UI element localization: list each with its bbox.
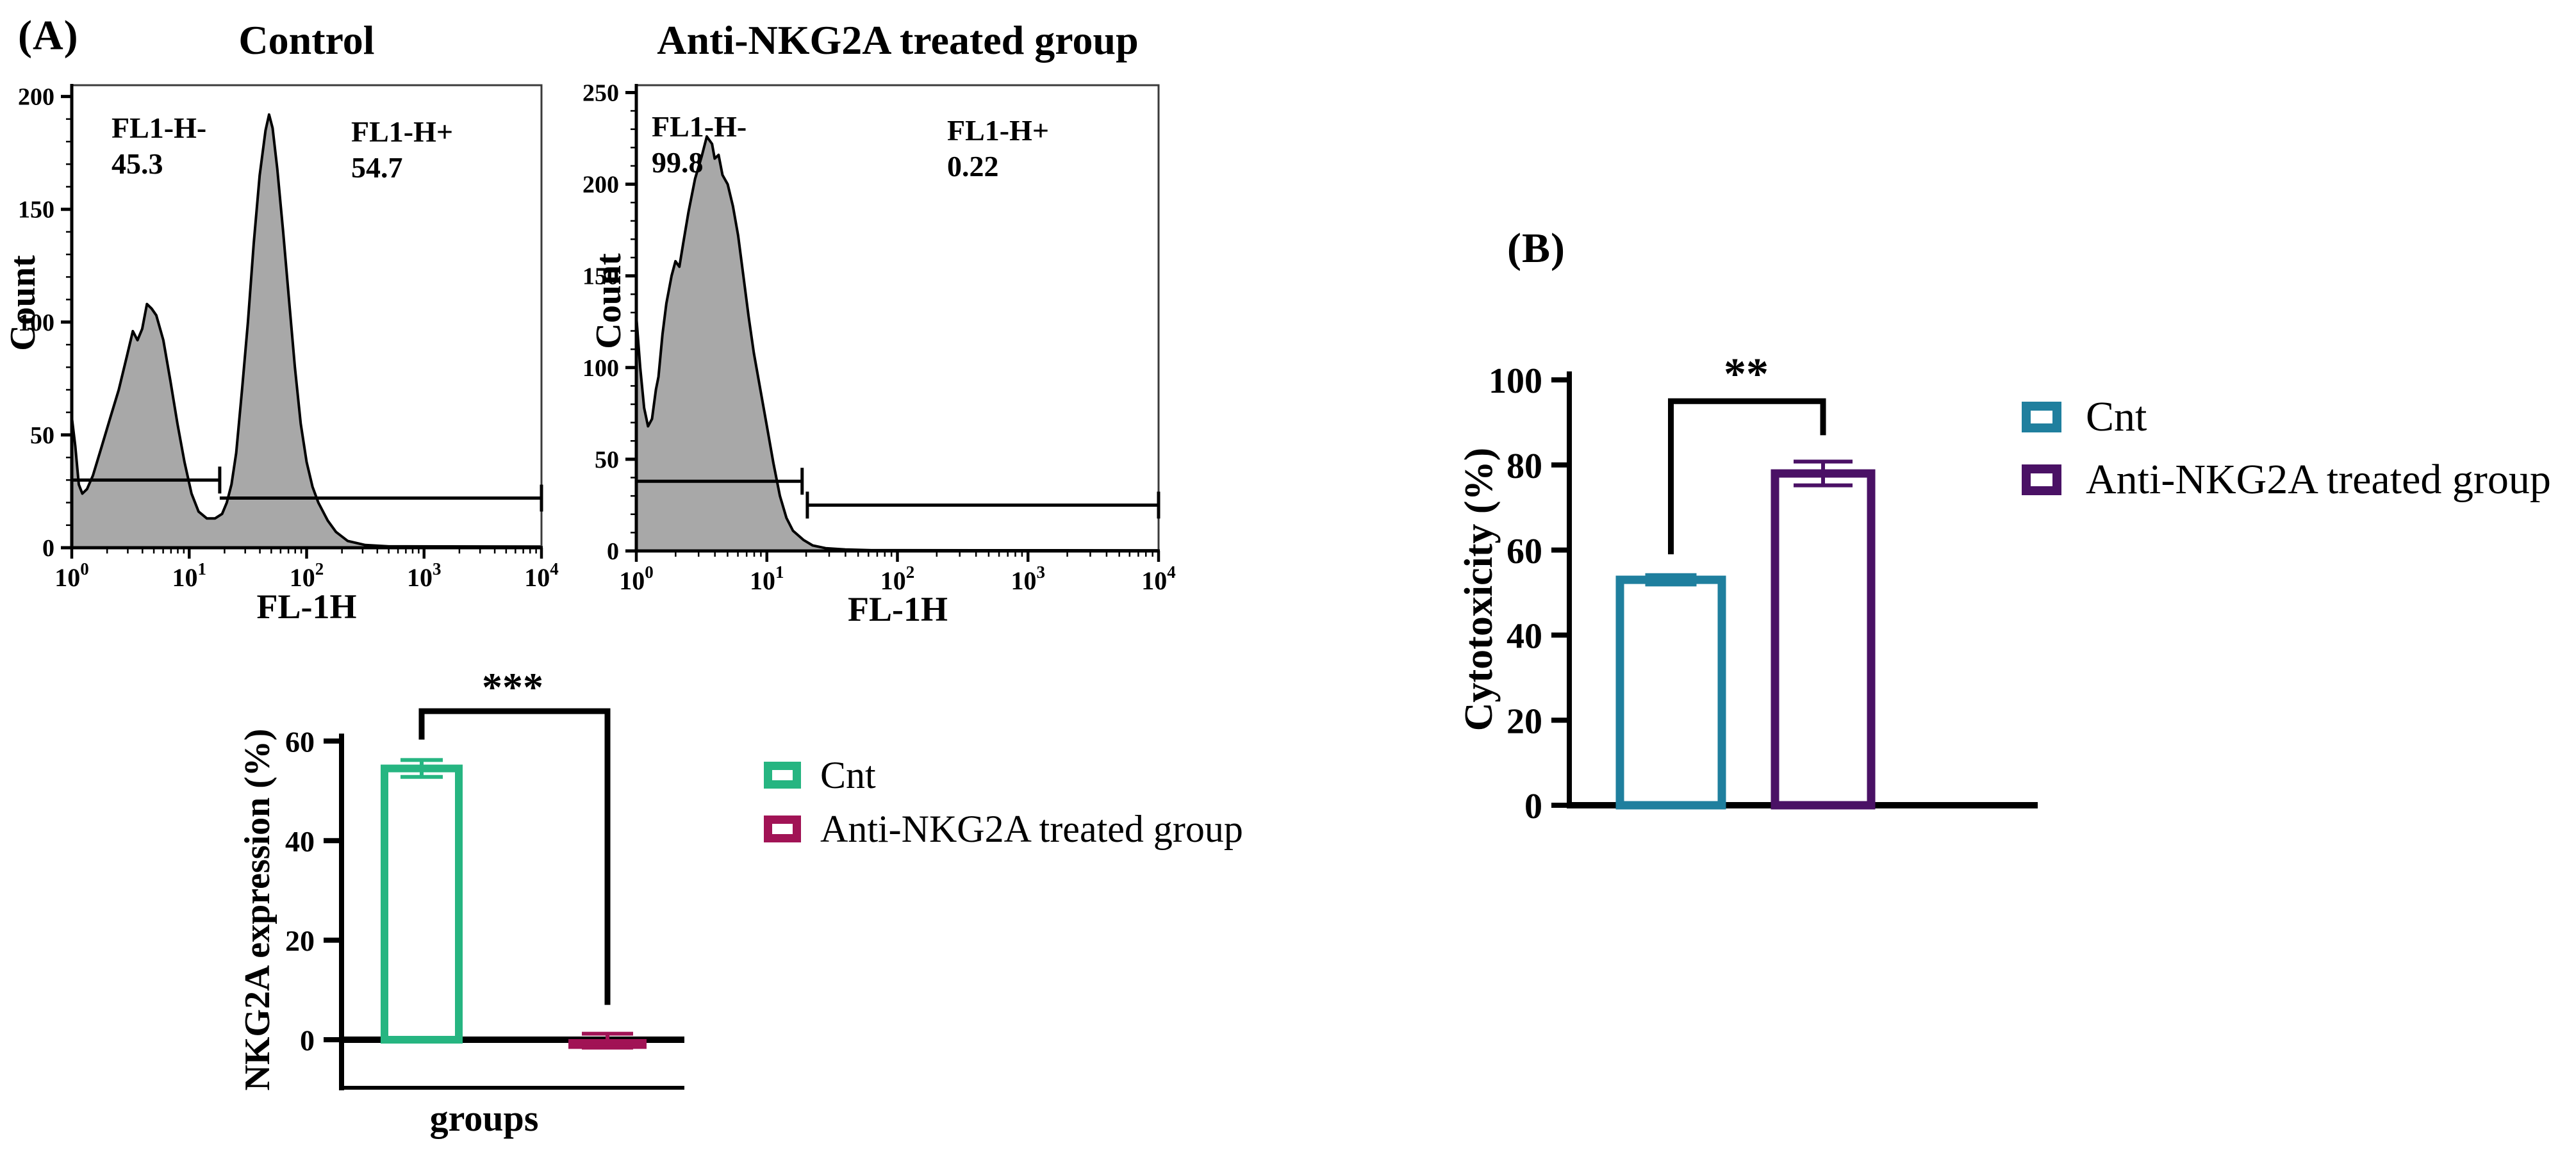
gate-annotation-label: FL1-H+ [947,114,1050,147]
y-tick-label: 60 [285,725,315,758]
cytotoxicity-y-axis-label: Cytotoxicity (%) [1457,447,1501,732]
gate-annotation-negative: FL1-H- 45.3 [111,110,206,182]
hist-treated-title: Anti-NKG2A treated group [657,17,1139,63]
histogram-area [72,114,541,548]
gate-annotation-positive: FL1-H+ 0.22 [947,113,1049,184]
bar [1771,469,1876,810]
y-tick-label: 100 [582,355,619,382]
gate-annotation-value: 45.3 [111,147,163,181]
legend-item-treated: Anti-NKG2A treated group [764,802,1243,856]
y-tick-label: 200 [18,84,54,111]
bar [381,764,463,1044]
y-tick-label: 50 [595,447,619,473]
nkg2a-bar-y-axis-label: NKG2A expression (%) [238,728,277,1091]
legend-label: Anti-NKG2A treated group [2086,456,2551,503]
y-tick-label: 0 [42,535,54,562]
hist-control-title: Control [238,17,375,63]
cytotoxicity-bar-chart-plot: 0 20 40 60 80 100 [1489,361,2038,826]
gate-annotation-label: FL1-H+ [351,115,454,148]
y-tick-label: 60 [1507,532,1542,571]
gate-annotation-label: FL1-H- [652,110,747,143]
y-tick-label: 40 [1507,617,1542,657]
panel-b-label: (B) [1507,225,1565,272]
legend-label: Cnt [820,753,876,796]
gate-annotation-label: FL1-H- [111,111,207,144]
y-tick-label: 0 [300,1024,315,1057]
y-tick-label: 150 [18,197,54,224]
cytotoxicity-legend: Cnt Anti-NKG2A treated group [2022,386,2551,511]
histogram-curve [635,135,1160,552]
y-tick-label: 20 [285,924,315,957]
hist-treated-x-axis-label: FL-1H [848,590,948,628]
treated-color-swatch [764,816,801,842]
y-tick-label: 40 [285,825,315,858]
gate-annotation-negative: FL1-H- 99.8 [652,109,747,181]
y-tick-label: 20 [1507,701,1542,741]
legend-item-treated: Anti-NKG2A treated group [2022,448,2551,511]
gate-annotation-value: 54.7 [351,151,403,184]
y-tick-label: 250 [582,79,619,106]
y-tick-label: 0 [1524,787,1542,826]
gate-annotation-value: 99.8 [652,146,704,179]
nkg2a-legend: Cnt Anti-NKG2A treated group [764,748,1243,856]
gate-annotation-value: 0.22 [947,150,999,183]
legend-label: Cnt [2086,393,2147,440]
cnt-color-swatch [764,762,801,789]
panel-a-label: (A) [18,12,79,59]
hist-control-x-axis-label: FL-1H [256,587,357,626]
legend-item-cnt: Cnt [764,748,1243,802]
bar [1615,575,1726,810]
significance-bracket [1668,398,1826,555]
significance-stars: ** [1724,350,1769,399]
nkg2a-bar-x-axis-label: groups [429,1097,539,1139]
y-tick-label: 50 [30,422,54,449]
y-tick-label: 200 [582,172,619,199]
y-tick-label: 100 [1489,361,1542,401]
treated-color-swatch [2022,464,2061,495]
histogram-area [636,136,1159,552]
legend-item-cnt: Cnt [2022,386,2551,448]
cnt-color-swatch [2022,402,2061,432]
nkg2a-bar-chart-plot: 0 20 40 60 [285,708,684,1090]
histogram-curve [70,113,543,548]
y-tick-label: 0 [607,538,619,565]
y-tick-label: 100 [18,309,54,336]
y-tick-label: 150 [582,263,619,290]
y-tick-label: 80 [1507,447,1542,486]
gate-annotation-positive: FL1-H+ 54.7 [351,114,453,186]
significance-stars: *** [482,664,543,710]
legend-label: Anti-NKG2A treated group [820,807,1243,850]
significance-bracket [418,708,611,1005]
